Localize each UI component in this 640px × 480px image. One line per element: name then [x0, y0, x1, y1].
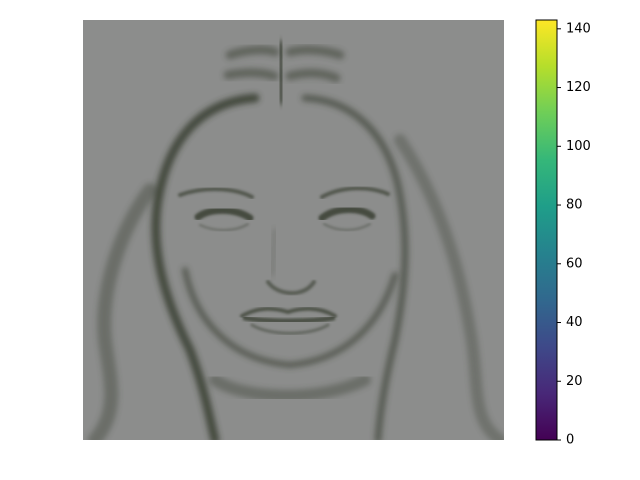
neck-shadow [209, 374, 371, 402]
colorbar-frame [535, 19, 558, 441]
eye-left-lower [199, 223, 249, 232]
face-rendering [88, 40, 504, 440]
colorbar: 0 20 40 60 80 100 120 140 [535, 19, 591, 448]
lips-lower [250, 323, 330, 335]
hair-top-right [285, 45, 345, 83]
nose-bridge [270, 228, 277, 277]
colorbar-gradient [536, 20, 557, 440]
lips-line [242, 315, 336, 324]
colorbar-tick-label-100: 100 [566, 139, 591, 154]
hair-left [151, 93, 260, 440]
heatmap-image [83, 20, 504, 440]
colorbar-tick-label-60: 60 [566, 256, 583, 271]
eyebrow-left [178, 187, 254, 199]
colorbar-tick-label-40: 40 [566, 315, 583, 330]
hair-top-left [223, 45, 280, 81]
colorbar-ticks: 0 20 40 60 80 100 120 140 [557, 21, 591, 448]
hair-part [275, 40, 287, 105]
eye-left [194, 206, 254, 222]
nose [266, 280, 316, 296]
colorbar-tick-label-120: 120 [566, 80, 591, 95]
colorbar-tick-label-80: 80 [566, 198, 583, 213]
eye-right-lower [323, 223, 371, 231]
hair-right-outer [394, 134, 504, 440]
hair-left-outer [88, 183, 157, 440]
colorbar-tick-label-0: 0 [566, 433, 574, 448]
jaw-line [182, 267, 398, 369]
eyebrow-right [320, 186, 390, 199]
eye-right [318, 206, 376, 222]
colorbar-tick-label-140: 140 [566, 21, 591, 36]
colorbar-tick-label-20: 20 [566, 374, 583, 389]
hair-right [301, 94, 409, 440]
lips-upper [240, 306, 337, 318]
